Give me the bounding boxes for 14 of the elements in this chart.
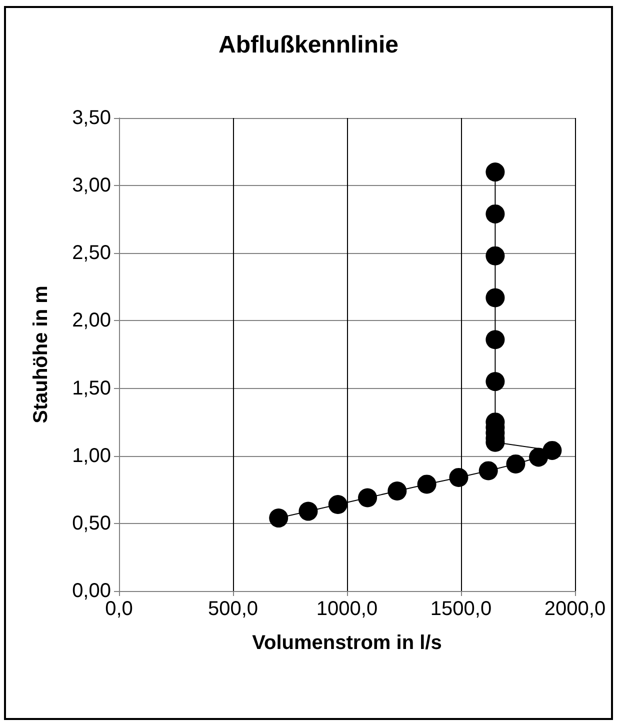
x-tick-label: 2000,0: [544, 598, 606, 620]
y-tick-label: 0,50: [72, 512, 111, 534]
x-axis-title: Volumenstrom in l/s: [252, 632, 442, 654]
y-tick-label: 3,50: [72, 107, 111, 129]
y-tick-label: 2,00: [72, 310, 111, 332]
y-axis-title: Stauhöhe in m: [30, 286, 52, 424]
y-tick-label: 3,00: [72, 174, 111, 197]
y-tick-label: 1,00: [72, 444, 111, 467]
x-tick-label: 1000,0: [316, 598, 378, 620]
chart-title: Abflußkennlinie: [218, 32, 398, 58]
y-tick-label: 1,50: [72, 377, 111, 400]
x-tick-label: 500,0: [208, 598, 258, 620]
y-tick-label: 2,50: [72, 242, 111, 264]
x-tick-label: 1500,0: [430, 598, 492, 620]
